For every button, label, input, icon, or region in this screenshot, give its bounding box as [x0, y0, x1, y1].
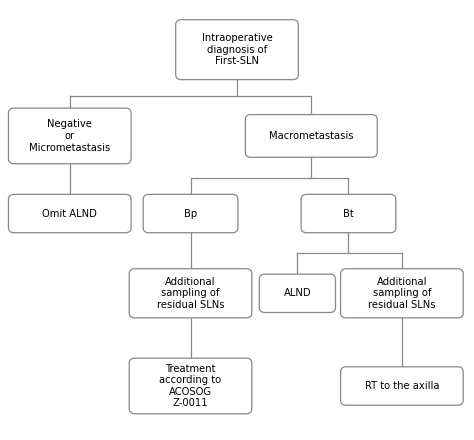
- Text: Additional
sampling of
residual SLNs: Additional sampling of residual SLNs: [368, 277, 436, 310]
- FancyBboxPatch shape: [129, 269, 252, 318]
- FancyBboxPatch shape: [341, 367, 463, 405]
- FancyBboxPatch shape: [259, 274, 336, 312]
- FancyBboxPatch shape: [9, 194, 131, 233]
- FancyBboxPatch shape: [341, 269, 463, 318]
- Text: Bt: Bt: [343, 209, 354, 219]
- FancyBboxPatch shape: [176, 20, 298, 80]
- FancyBboxPatch shape: [143, 194, 238, 233]
- Text: Macrometastasis: Macrometastasis: [269, 131, 354, 141]
- FancyBboxPatch shape: [246, 114, 377, 157]
- Text: Negative
or
Micrometastasis: Negative or Micrometastasis: [29, 119, 110, 153]
- Text: Omit ALND: Omit ALND: [42, 209, 97, 219]
- Text: Additional
sampling of
residual SLNs: Additional sampling of residual SLNs: [157, 277, 224, 310]
- Text: ALND: ALND: [283, 288, 311, 298]
- Text: Treatment
according to
ACOSOG
Z-0011: Treatment according to ACOSOG Z-0011: [159, 363, 222, 408]
- Text: Intraoperative
diagnosis of
First-SLN: Intraoperative diagnosis of First-SLN: [201, 33, 273, 66]
- Text: RT to the axilla: RT to the axilla: [365, 381, 439, 391]
- Text: Bp: Bp: [184, 209, 197, 219]
- FancyBboxPatch shape: [129, 358, 252, 414]
- FancyBboxPatch shape: [9, 108, 131, 164]
- FancyBboxPatch shape: [301, 194, 396, 233]
